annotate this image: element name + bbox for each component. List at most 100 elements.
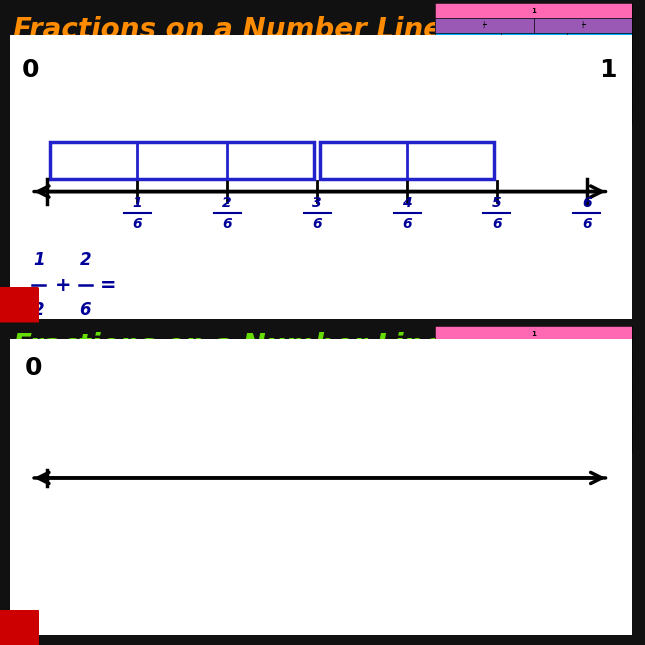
Text: $\frac{1}{5}$: $\frac{1}{5}$ xyxy=(531,64,536,76)
Text: 1: 1 xyxy=(531,331,536,337)
Text: $\frac{1}{8}$: $\frac{1}{8}$ xyxy=(568,422,573,434)
Text: $\frac{1}{3}$: $\frac{1}{3}$ xyxy=(466,35,470,46)
Text: $\frac{1}{8}$: $\frac{1}{8}$ xyxy=(617,94,622,106)
Text: $\frac{1}{5}$: $\frac{1}{5}$ xyxy=(610,391,615,402)
Text: $\frac{1}{10}$: $\frac{1}{10}$ xyxy=(579,438,586,450)
Text: $\frac{1}{4}$: $\frac{1}{4}$ xyxy=(556,375,561,387)
Bar xyxy=(320,142,494,179)
Text: 6: 6 xyxy=(312,217,322,231)
Text: $\frac{1}{2}$: $\frac{1}{2}$ xyxy=(580,20,585,32)
Text: $\frac{1}{5}$: $\frac{1}{5}$ xyxy=(453,391,457,402)
Text: 6: 6 xyxy=(582,217,591,231)
Text: $\frac{1}{3}$: $\frac{1}{3}$ xyxy=(466,359,470,372)
Text: $\frac{1}{6}$: $\frac{1}{6}$ xyxy=(482,406,487,418)
Text: Fractions on a Number Line: Fractions on a Number Line xyxy=(13,332,442,360)
Text: $\frac{1}{6}$: $\frac{1}{6}$ xyxy=(548,79,552,91)
Text: $\frac{1}{10}$: $\frac{1}{10}$ xyxy=(540,438,547,450)
Text: 0: 0 xyxy=(25,357,43,381)
Text: $\frac{1}{5}$: $\frac{1}{5}$ xyxy=(531,391,536,402)
Text: $\frac{1}{8}$: $\frac{1}{8}$ xyxy=(568,94,573,106)
Text: $\frac{1}{10}$: $\frac{1}{10}$ xyxy=(540,109,547,121)
Text: 6: 6 xyxy=(79,301,92,319)
Bar xyxy=(46,457,57,472)
Text: $\frac{1}{8}$: $\frac{1}{8}$ xyxy=(495,422,499,434)
Ellipse shape xyxy=(92,95,134,115)
Wedge shape xyxy=(0,273,54,322)
Bar xyxy=(63,457,74,472)
Text: $\frac{1}{8}$: $\frac{1}{8}$ xyxy=(519,422,524,434)
Text: $\frac{1}{4}$: $\frac{1}{4}$ xyxy=(458,375,462,387)
Text: $\frac{1}{4}$: $\frac{1}{4}$ xyxy=(605,50,610,61)
Text: $\frac{1}{10}$: $\frac{1}{10}$ xyxy=(461,438,468,450)
Text: $\frac{1}{6}$: $\frac{1}{6}$ xyxy=(548,406,552,418)
Text: $\frac{1}{8}$: $\frac{1}{8}$ xyxy=(495,94,499,106)
Text: 3: 3 xyxy=(312,195,322,210)
Text: $\frac{1}{10}$: $\frac{1}{10}$ xyxy=(461,109,468,121)
Text: 2: 2 xyxy=(79,251,92,269)
Text: $\frac{1}{6}$: $\frac{1}{6}$ xyxy=(613,79,618,91)
Ellipse shape xyxy=(79,428,115,446)
Text: $\frac{1}{10}$: $\frac{1}{10}$ xyxy=(560,438,567,450)
Text: $\frac{1}{8}$: $\frac{1}{8}$ xyxy=(446,94,450,106)
Text: $\frac{1}{10}$: $\frac{1}{10}$ xyxy=(619,438,626,450)
Text: $\frac{1}{10}$: $\frac{1}{10}$ xyxy=(442,438,449,450)
Text: $\frac{1}{8}$: $\frac{1}{8}$ xyxy=(446,422,450,434)
Text: $\frac{1}{10}$: $\frac{1}{10}$ xyxy=(599,438,606,450)
Text: $\frac{1}{10}$: $\frac{1}{10}$ xyxy=(501,438,508,450)
Text: $\frac{1}{10}$: $\frac{1}{10}$ xyxy=(619,109,626,121)
Text: $\frac{1}{4}$: $\frac{1}{4}$ xyxy=(458,50,462,61)
Text: $\frac{1}{8}$: $\frac{1}{8}$ xyxy=(544,422,548,434)
Text: $\frac{1}{10}$: $\frac{1}{10}$ xyxy=(599,109,606,121)
Ellipse shape xyxy=(104,84,121,97)
Text: $\frac{1}{5}$: $\frac{1}{5}$ xyxy=(453,64,457,76)
Text: $\frac{1}{5}$: $\frac{1}{5}$ xyxy=(610,64,615,76)
Text: 2: 2 xyxy=(33,301,45,319)
FancyArrowPatch shape xyxy=(21,99,34,120)
Text: $\frac{1}{6}$: $\frac{1}{6}$ xyxy=(482,79,487,91)
Text: 5: 5 xyxy=(492,195,502,210)
Bar xyxy=(77,132,89,150)
Bar xyxy=(77,457,88,472)
Ellipse shape xyxy=(129,107,148,115)
Text: $\frac{1}{10}$: $\frac{1}{10}$ xyxy=(501,109,508,121)
Ellipse shape xyxy=(33,112,109,134)
FancyArrowPatch shape xyxy=(15,430,27,449)
Text: $\frac{1}{8}$: $\frac{1}{8}$ xyxy=(544,94,548,106)
Text: $\frac{1}{2}$: $\frac{1}{2}$ xyxy=(482,20,487,32)
Text: Fractions on a Number Line: Fractions on a Number Line xyxy=(13,16,442,44)
Text: $\frac{1}{8}$: $\frac{1}{8}$ xyxy=(617,422,622,434)
Text: $\frac{1}{10}$: $\frac{1}{10}$ xyxy=(442,109,449,121)
Text: 0: 0 xyxy=(22,58,39,82)
Text: $\frac{1}{2}$: $\frac{1}{2}$ xyxy=(580,344,585,355)
Ellipse shape xyxy=(26,442,90,461)
Text: $\frac{1}{4}$: $\frac{1}{4}$ xyxy=(556,50,561,61)
Text: $\frac{1}{3}$: $\frac{1}{3}$ xyxy=(597,359,602,372)
Text: 6: 6 xyxy=(402,217,412,231)
Text: $\frac{1}{8}$: $\frac{1}{8}$ xyxy=(470,422,475,434)
Text: $\frac{1}{6}$: $\frac{1}{6}$ xyxy=(515,406,520,418)
Bar xyxy=(32,457,43,472)
Text: 1: 1 xyxy=(531,8,536,14)
Text: 4: 4 xyxy=(402,195,412,210)
Text: $\frac{1}{5}$: $\frac{1}{5}$ xyxy=(492,64,497,76)
Text: $\frac{1}{8}$: $\frac{1}{8}$ xyxy=(519,94,524,106)
Text: $\frac{1}{10}$: $\frac{1}{10}$ xyxy=(481,438,488,450)
Text: $\frac{1}{10}$: $\frac{1}{10}$ xyxy=(579,109,586,121)
Text: $\frac{1}{6}$: $\frac{1}{6}$ xyxy=(580,79,585,91)
Text: 6: 6 xyxy=(223,217,232,231)
Text: $\frac{1}{3}$: $\frac{1}{3}$ xyxy=(597,35,602,46)
Text: 6: 6 xyxy=(582,195,591,210)
Text: $\frac{1}{10}$: $\frac{1}{10}$ xyxy=(521,438,528,450)
Bar xyxy=(94,132,105,150)
FancyBboxPatch shape xyxy=(1,31,641,324)
Text: 6: 6 xyxy=(492,217,502,231)
Text: 2: 2 xyxy=(223,195,232,210)
Text: $\frac{1}{6}$: $\frac{1}{6}$ xyxy=(515,79,520,91)
Text: 6: 6 xyxy=(132,217,142,231)
Text: $\frac{1}{6}$: $\frac{1}{6}$ xyxy=(450,406,454,418)
Text: $\frac{1}{6}$: $\frac{1}{6}$ xyxy=(580,406,585,418)
Bar xyxy=(42,132,54,150)
Text: +: + xyxy=(55,275,71,295)
Text: $\frac{1}{4}$: $\frac{1}{4}$ xyxy=(605,375,610,387)
Text: $\frac{1}{8}$: $\frac{1}{8}$ xyxy=(593,94,597,106)
